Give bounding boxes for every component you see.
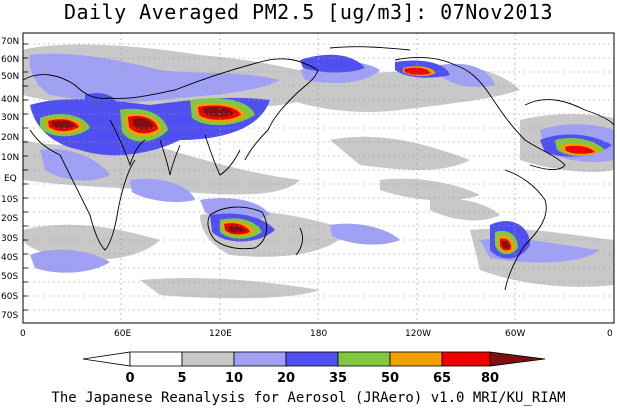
colorbar-bin — [285, 351, 339, 367]
colorbar-tick-label: 20 — [277, 371, 295, 386]
lon-label: 120W — [405, 329, 431, 339]
colorbar-tick-label: 35 — [329, 371, 347, 386]
lat-label: 60S — [1, 292, 18, 302]
lon-axis-labels: 0 60E 120E 180 120W 60W 0 — [20, 329, 613, 339]
colorbar-tick-label: 50 — [381, 371, 399, 386]
lat-label: 10S — [1, 195, 18, 205]
lat-label: 30N — [1, 113, 19, 123]
footer-credit: The Japanese Reanalysis for Aerosol (JRA… — [51, 390, 566, 406]
lat-label: 50N — [1, 72, 19, 82]
colorbar-left-arrow — [82, 351, 131, 367]
colorbar-bin — [233, 351, 287, 367]
colorbar-tick-label: 65 — [433, 371, 451, 386]
lon-label: 0 — [20, 329, 26, 339]
colorbar-tick-label: 80 — [481, 371, 499, 386]
map-title: Daily Averaged PM2.5 [ug/m3]: 07Nov2013 — [63, 0, 554, 24]
colorbar-bin — [181, 351, 235, 367]
lon-label: 120E — [209, 329, 232, 339]
lat-label: 70S — [1, 311, 18, 321]
lon-label: 0 — [607, 329, 613, 339]
lat-label: 60N — [1, 55, 19, 65]
lat-label: 20N — [1, 133, 19, 143]
colorbar-tick-label: 10 — [225, 371, 243, 386]
colorbar-bin — [129, 351, 183, 367]
colorbar-tick-label: 5 — [177, 371, 186, 386]
grid-lines — [23, 33, 614, 323]
lat-label: 10N — [1, 153, 19, 163]
level-80-plus-regions — [52, 106, 510, 249]
lat-ticks — [23, 43, 28, 311]
colorbar-right-arrow — [489, 351, 546, 367]
colorbar-bin — [389, 351, 443, 367]
colorbar-bin — [441, 351, 491, 367]
lat-axis-labels: 70N 60N 50N 40N 30N 20N 10N EQ 10S 20S 3… — [1, 37, 19, 321]
lat-label: EQ — [4, 174, 17, 184]
lat-label: 40N — [1, 95, 19, 105]
coastlines — [23, 46, 614, 291]
lat-label: 70N — [1, 37, 19, 47]
map-frame — [22, 32, 615, 324]
lon-label: 60E — [114, 329, 131, 339]
colorbar: 0 5 10 20 35 50 65 80 — [82, 351, 546, 386]
colorbar-bin — [337, 351, 391, 367]
lat-label: 20S — [1, 214, 18, 224]
lat-label: 50S — [1, 272, 18, 282]
lat-label: 40S — [1, 253, 18, 263]
colorbar-tick-label: 0 — [125, 371, 134, 386]
lat-label: 30S — [1, 234, 18, 244]
lon-label: 180 — [310, 329, 327, 339]
pollution-fields — [23, 44, 614, 299]
lon-label: 60W — [505, 329, 525, 339]
